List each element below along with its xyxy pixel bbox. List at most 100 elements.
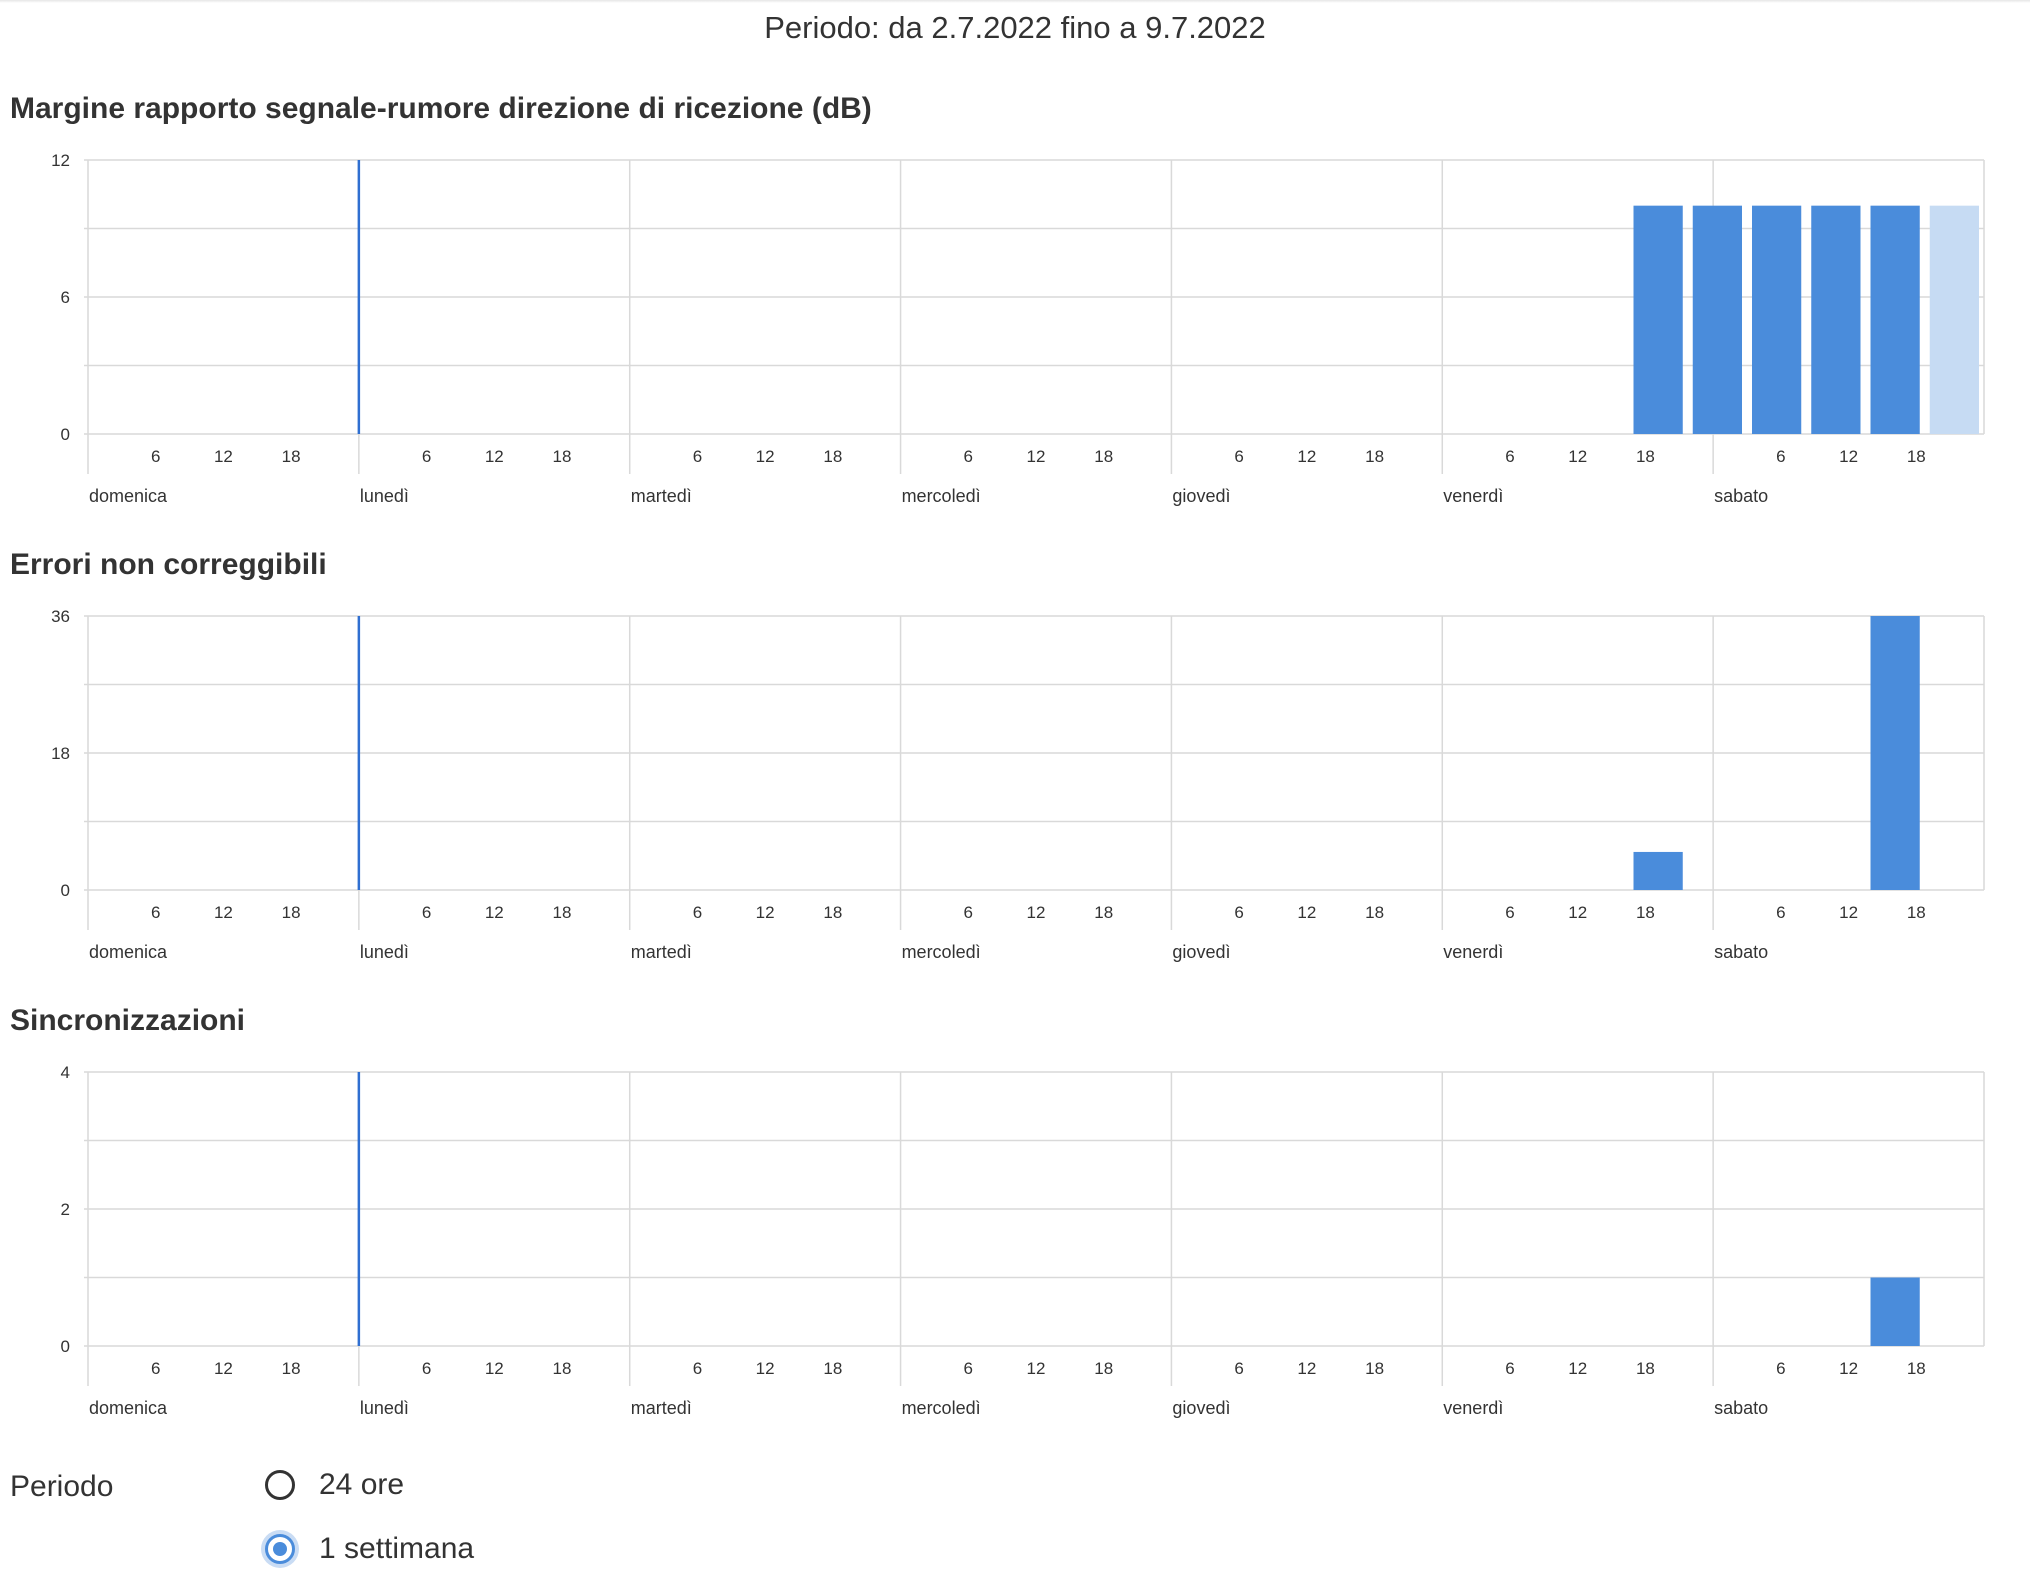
day-label: sabato: [1714, 486, 1768, 506]
x-hour-tick-label: 18: [1907, 1359, 1926, 1378]
x-hour-tick-label: 12: [1027, 447, 1046, 466]
synchronizations-chart: 4 2 0 6 12 18 domenica 6 12 18 lunedì 6 12 18 martedì 6…: [61, 1063, 1985, 1418]
x-hour-tick-label: 6: [1505, 903, 1514, 922]
day-label: mercoledì: [902, 942, 981, 962]
day-label: martedì: [631, 486, 692, 506]
x-hour-tick-label: 6: [151, 1359, 160, 1378]
x-hour-tick-label: 12: [756, 1359, 775, 1378]
x-hour-tick-label: 18: [1365, 1359, 1384, 1378]
x-hour-tick-label: 6: [964, 447, 973, 466]
y-tick-label: 12: [51, 151, 70, 170]
day-label: giovedì: [1172, 1398, 1230, 1418]
x-hour-tick-label: 6: [693, 447, 702, 466]
x-hour-tick-label: 12: [756, 447, 775, 466]
day-label: venerdì: [1443, 1398, 1503, 1418]
bar: [1692, 205, 1742, 434]
day-label: sabato: [1714, 1398, 1768, 1418]
chart-title-snr-margin: Margine rapporto segnale-rumore direzion…: [10, 92, 872, 125]
radio-24h[interactable]: [265, 1470, 295, 1500]
period-option-1-week[interactable]: 1 settimana: [265, 1532, 474, 1566]
y-tick-label: 4: [61, 1063, 70, 1082]
x-hour-tick-label: 6: [1234, 1359, 1243, 1378]
radio-24h-label: 24 ore: [319, 1468, 405, 1501]
x-hour-tick-label: 12: [214, 447, 233, 466]
x-hour-tick-label: 6: [693, 903, 702, 922]
x-hour-tick-label: 6: [422, 903, 431, 922]
day-label: lunedì: [360, 486, 409, 506]
x-hour-tick-label: 12: [1027, 1359, 1046, 1378]
day-label: venerdì: [1443, 486, 1503, 506]
bar: [1633, 851, 1683, 890]
x-hour-tick-label: 18: [553, 903, 572, 922]
day-label: sabato: [1714, 942, 1768, 962]
radio-1-week[interactable]: [265, 1534, 295, 1564]
x-hour-tick-label: 6: [151, 447, 160, 466]
day-label: lunedì: [360, 942, 409, 962]
day-label: venerdì: [1443, 942, 1503, 962]
x-hour-tick-label: 18: [553, 1359, 572, 1378]
bar: [1929, 205, 1979, 434]
x-hour-tick-label: 18: [1636, 447, 1655, 466]
x-hour-tick-label: 18: [1636, 1359, 1655, 1378]
x-hour-tick-label: 6: [422, 1359, 431, 1378]
day-label: lunedì: [360, 1398, 409, 1418]
x-hour-tick-label: 12: [1568, 447, 1587, 466]
x-hour-tick-label: 18: [1094, 1359, 1113, 1378]
x-hour-tick-label: 12: [1027, 903, 1046, 922]
day-label: martedì: [631, 942, 692, 962]
x-hour-tick-label: 18: [282, 447, 301, 466]
x-hour-tick-label: 12: [1839, 447, 1858, 466]
day-label: domenica: [89, 942, 168, 962]
y-tick-label: 2: [61, 1200, 70, 1219]
x-hour-tick-label: 6: [1234, 903, 1243, 922]
bar: [1752, 205, 1802, 434]
y-tick-label: 6: [61, 288, 70, 307]
x-hour-tick-label: 6: [1776, 903, 1785, 922]
x-hour-tick-label: 12: [1297, 903, 1316, 922]
day-label: domenica: [89, 1398, 168, 1418]
x-hour-tick-label: 12: [485, 447, 504, 466]
bar: [1811, 205, 1861, 434]
day-label: martedì: [631, 1398, 692, 1418]
chart-title-synchronizations: Sincronizzazioni: [10, 1004, 246, 1037]
period-header: Periodo: da 2.7.2022 fino a 9.7.2022: [764, 10, 1266, 45]
x-hour-tick-label: 18: [1907, 447, 1926, 466]
x-hour-tick-label: 6: [422, 447, 431, 466]
uncorrectable-errors-chart: 36 18 0 6 12 18 domenica 6 12 18 lunedì 6 12 18 marted…: [51, 607, 1985, 962]
x-hour-tick-label: 6: [1505, 1359, 1514, 1378]
x-hour-tick-label: 18: [1636, 903, 1655, 922]
bar: [1870, 205, 1920, 434]
x-hour-tick-label: 12: [1297, 447, 1316, 466]
chart-title-uncorrectable-errors: Errori non correggibili: [10, 548, 327, 581]
day-label: mercoledì: [902, 486, 981, 506]
x-hour-tick-label: 18: [1365, 447, 1384, 466]
x-hour-tick-label: 12: [1839, 903, 1858, 922]
x-hour-tick-label: 6: [964, 903, 973, 922]
x-hour-tick-label: 18: [823, 1359, 842, 1378]
radio-1-week-label: 1 settimana: [319, 1532, 475, 1565]
x-hour-tick-label: 12: [756, 903, 775, 922]
x-hour-tick-label: 18: [1365, 903, 1384, 922]
x-hour-tick-label: 6: [1776, 447, 1785, 466]
x-hour-tick-label: 12: [485, 1359, 504, 1378]
x-hour-tick-label: 18: [1094, 447, 1113, 466]
x-hour-tick-label: 12: [1297, 1359, 1316, 1378]
snr-margin-chart: 12 6 0 6 12 18 domenica 6 12 18 lunedì 6 12 18 martedì…: [51, 151, 1985, 506]
x-hour-tick-label: 12: [1839, 1359, 1858, 1378]
y-tick-label: 0: [61, 881, 70, 900]
x-hour-tick-label: 6: [1776, 1359, 1785, 1378]
period-option-24h[interactable]: 24 ore: [265, 1468, 404, 1502]
bar: [1870, 616, 1920, 890]
x-hour-tick-label: 18: [1094, 903, 1113, 922]
x-hour-tick-label: 12: [485, 903, 504, 922]
bar: [1870, 1277, 1920, 1346]
y-tick-label: 18: [51, 744, 70, 763]
y-tick-label: 36: [51, 607, 70, 626]
day-label: domenica: [89, 486, 168, 506]
x-hour-tick-label: 6: [693, 1359, 702, 1378]
day-label: giovedì: [1172, 486, 1230, 506]
x-hour-tick-label: 18: [282, 1359, 301, 1378]
x-hour-tick-label: 18: [282, 903, 301, 922]
period-label: Periodo: [10, 1470, 114, 1503]
y-tick-label: 0: [61, 425, 70, 444]
